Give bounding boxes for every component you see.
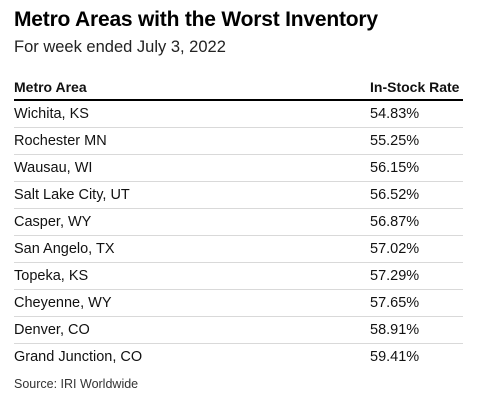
in-stock-rate-cell: 59.41%	[370, 349, 420, 365]
table-row: Wichita, KS 54.83%	[14, 100, 463, 128]
chart-title: Metro Areas with the Worst Inventory	[14, 8, 378, 31]
table-row: Rochester MN 55.25%	[14, 127, 463, 155]
table-body: Wichita, KS 54.83% Rochester MN 55.25% Wausa…	[14, 100, 463, 370]
table-row: San Angelo, TX 57.02%	[14, 235, 463, 263]
metro-area-cell: Wausau, WI	[14, 154, 370, 182]
source-note: Source: IRI Worldwide	[14, 377, 139, 391]
in-stock-rate-cell: 54.83%	[370, 100, 463, 128]
table-row: Salt Lake City, UT 56.52%	[14, 181, 463, 209]
table-row: Grand Junction, CO 59.41%	[14, 344, 463, 371]
table-row: Denver, CO 58.91%	[14, 316, 463, 344]
in-stock-rate-cell: 57.65%	[370, 289, 463, 317]
in-stock-rate-cell: 56.52%	[370, 181, 463, 209]
in-stock-rate-cell: 56.87%	[370, 208, 463, 236]
table-header-row: Metro Area In-Stock Rate	[14, 74, 463, 101]
metro-area-cell: San Angelo, TX	[14, 235, 370, 263]
in-stock-rate-cell: 55.25%	[370, 127, 463, 155]
metro-area-cell: Cheyenne, WY	[14, 289, 370, 317]
metro-area-cell: Casper, WY	[14, 208, 370, 236]
table-row: Wausau, WI 56.15%	[14, 154, 463, 182]
in-stock-rate-cell: 57.02%	[370, 235, 463, 263]
in-stock-rate-cell: 58.91%	[370, 316, 463, 344]
column-header-metro-area: Metro Area	[14, 74, 370, 101]
in-stock-rate-cell: 57.29%	[370, 262, 463, 290]
metro-area-cell: Rochester MN	[14, 127, 370, 155]
metro-area-cell: Grand Junction, CO	[14, 349, 143, 365]
column-header-in-stock-rate: In-Stock Rate	[370, 74, 463, 101]
table-row: Casper, WY 56.87%	[14, 208, 463, 236]
table-row: Topeka, KS 57.29%	[14, 262, 463, 290]
table-row: Cheyenne, WY 57.65%	[14, 289, 463, 317]
in-stock-rate-cell: 56.15%	[370, 154, 463, 182]
inventory-table: Metro Area In-Stock Rate Wichita, KS 54.8…	[14, 74, 463, 370]
chart-subtitle: For week ended July 3, 2022	[14, 38, 226, 56]
metro-area-cell: Wichita, KS	[14, 100, 370, 128]
metro-area-cell: Denver, CO	[14, 316, 370, 344]
metro-area-cell: Topeka, KS	[14, 262, 370, 290]
metro-area-cell: Salt Lake City, UT	[14, 181, 370, 209]
